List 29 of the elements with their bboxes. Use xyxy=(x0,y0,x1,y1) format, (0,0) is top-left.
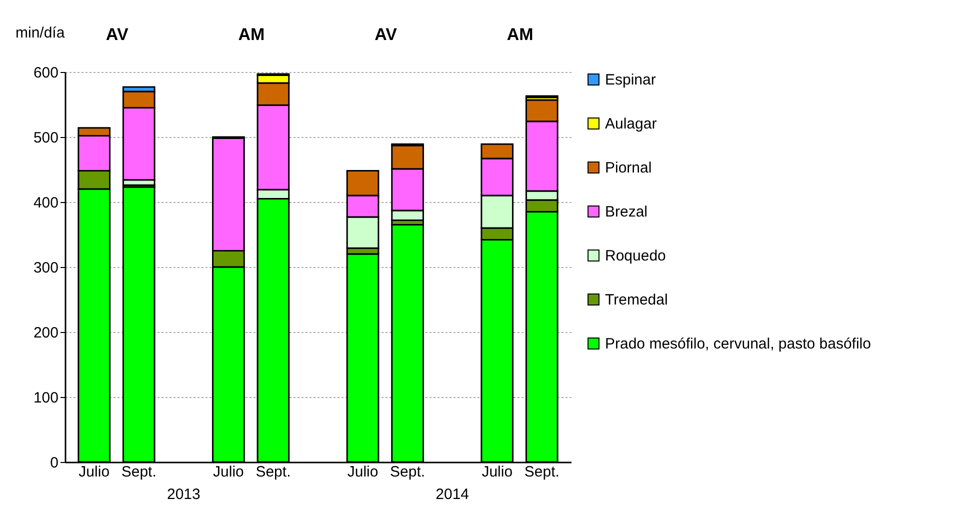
x-tick-label: Julio xyxy=(347,464,378,480)
legend-label: Brezal xyxy=(605,204,648,220)
legend-label: Roquedo xyxy=(605,248,666,264)
y-tick-label: 400 xyxy=(33,194,58,212)
x-tick-label: Julio xyxy=(78,464,110,480)
x-tick-label: Julio xyxy=(482,464,513,480)
text: AM xyxy=(506,25,534,44)
legend-label: Tremedal xyxy=(605,292,668,308)
y-tick-label: 500 xyxy=(33,130,58,146)
y-tick-label: 100 xyxy=(33,390,58,406)
x-tick-label: Sept. xyxy=(256,464,291,480)
y-axis-title: min/día xyxy=(16,24,66,42)
text: AV xyxy=(374,25,398,44)
y-tick-label: 200 xyxy=(33,324,58,342)
x-tick-label: Julio xyxy=(213,464,244,480)
x-tick-label: Sept. xyxy=(121,464,156,480)
legend-label: Piornal xyxy=(605,160,652,176)
y-tick-label: 600 xyxy=(33,64,58,82)
text: AV xyxy=(106,25,129,44)
text: 2014 xyxy=(436,486,470,503)
text: AM xyxy=(238,25,265,44)
legend-label: Prado mesófilo, cervunal, pasto basófilo xyxy=(605,336,871,352)
legend-label: Aulagar xyxy=(605,116,657,132)
legend-label: Espinar xyxy=(605,72,656,88)
y-tick-label: 300 xyxy=(33,260,58,276)
x-tick-label: Sept. xyxy=(524,464,560,480)
x-tick-label: Sept. xyxy=(390,464,426,480)
text: 2013 xyxy=(166,486,200,503)
y-tick-label: 0 xyxy=(50,454,58,472)
